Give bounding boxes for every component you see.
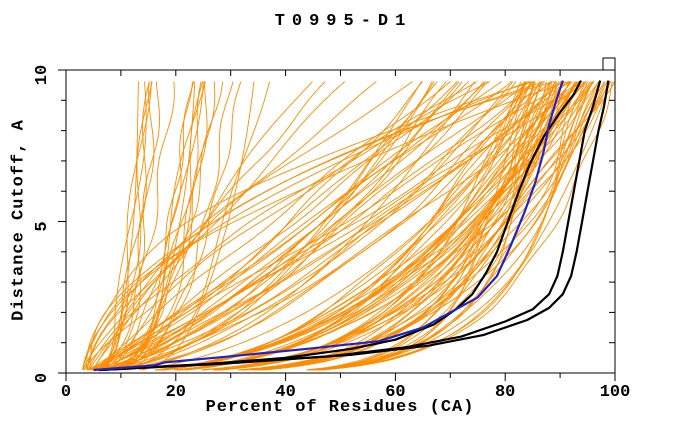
y-axis-label: Distance Cutoff, A xyxy=(9,119,29,321)
y-tick-label: 5 xyxy=(33,221,52,231)
prediction-curve xyxy=(164,81,544,371)
prediction-curve xyxy=(117,81,463,371)
highlight-curve xyxy=(93,80,564,372)
prediction-curve xyxy=(159,81,600,371)
prediction-curve xyxy=(221,81,585,371)
prediction-curve xyxy=(108,81,582,371)
prediction-curve xyxy=(88,81,313,371)
prediction-curve xyxy=(94,81,534,371)
x-tick-label: 100 xyxy=(600,383,631,402)
prediction-curve xyxy=(93,81,581,371)
prediction-curve xyxy=(86,81,413,371)
prediction-curve xyxy=(117,81,422,371)
prediction-curve xyxy=(119,81,204,371)
prediction-curve xyxy=(318,81,611,371)
prediction-curve xyxy=(109,81,489,371)
y-tick-label: 10 xyxy=(33,65,52,85)
prediction-curve xyxy=(261,81,570,371)
prediction-curve xyxy=(116,81,514,371)
prediction-curve xyxy=(86,81,534,371)
prediction-curve xyxy=(217,81,526,371)
prediction-curve xyxy=(90,81,487,371)
prediction-curve xyxy=(111,81,224,371)
prediction-curve xyxy=(217,81,565,371)
prediction-curve xyxy=(110,81,155,371)
prediction-curve xyxy=(98,81,562,371)
y-tick-label: 0 xyxy=(33,373,52,383)
prediction-curve xyxy=(176,81,576,371)
prediction-curve xyxy=(313,81,601,371)
prediction-curve xyxy=(241,81,599,371)
prediction-curve xyxy=(101,81,206,371)
prediction-curve xyxy=(212,81,552,371)
prediction-curve xyxy=(179,81,585,371)
prediction-curve xyxy=(122,81,208,371)
tick-labels: 0 20 40 60 80 100 0 5 10 xyxy=(33,65,630,402)
prediction-curve xyxy=(244,81,612,371)
prediction-curve xyxy=(155,81,580,371)
x-axis-label: Percent of Residues (CA) xyxy=(205,398,475,417)
prediction-curve xyxy=(255,81,551,371)
prediction-curve xyxy=(161,81,527,371)
prediction-curve xyxy=(100,81,153,371)
prediction-curve xyxy=(99,81,147,371)
x-tick-label: 80 xyxy=(495,383,515,402)
prediction-curve xyxy=(124,81,270,371)
prediction-curve xyxy=(119,81,543,371)
prediction-curves xyxy=(82,81,616,371)
x-tick-label: 60 xyxy=(385,383,405,402)
prediction-curve xyxy=(87,81,491,371)
reference-curve xyxy=(98,80,610,372)
chart-title: T0995-D1 xyxy=(274,12,413,31)
prediction-curve xyxy=(126,81,475,371)
axis-ticks xyxy=(58,69,616,381)
prediction-curve xyxy=(214,81,556,371)
prediction-curve xyxy=(92,81,326,371)
prediction-curve xyxy=(185,81,527,371)
highlighted-curve xyxy=(93,80,564,372)
prediction-curve xyxy=(180,81,591,371)
prediction-curve xyxy=(107,81,438,371)
prediction-curve xyxy=(100,81,175,371)
prediction-curve xyxy=(162,81,532,371)
prediction-curve xyxy=(117,81,517,371)
prediction-curve xyxy=(116,81,216,371)
prediction-curve xyxy=(104,81,195,371)
x-tick-label: 0 xyxy=(61,383,71,402)
prediction-curve xyxy=(306,81,525,371)
prediction-curve xyxy=(82,81,570,371)
prediction-curve xyxy=(138,81,557,371)
x-tick-label: 40 xyxy=(275,383,295,402)
prediction-curve xyxy=(116,81,447,371)
prediction-curve xyxy=(99,81,152,371)
corner-notch xyxy=(602,57,616,71)
prediction-curve xyxy=(177,81,577,371)
x-tick-label: 20 xyxy=(166,383,186,402)
prediction-curve xyxy=(99,81,571,371)
prediction-curve xyxy=(94,81,451,371)
prediction-curve xyxy=(311,81,594,371)
prediction-curve xyxy=(184,81,522,371)
prediction-curve xyxy=(99,81,150,371)
prediction-curve xyxy=(82,81,377,371)
